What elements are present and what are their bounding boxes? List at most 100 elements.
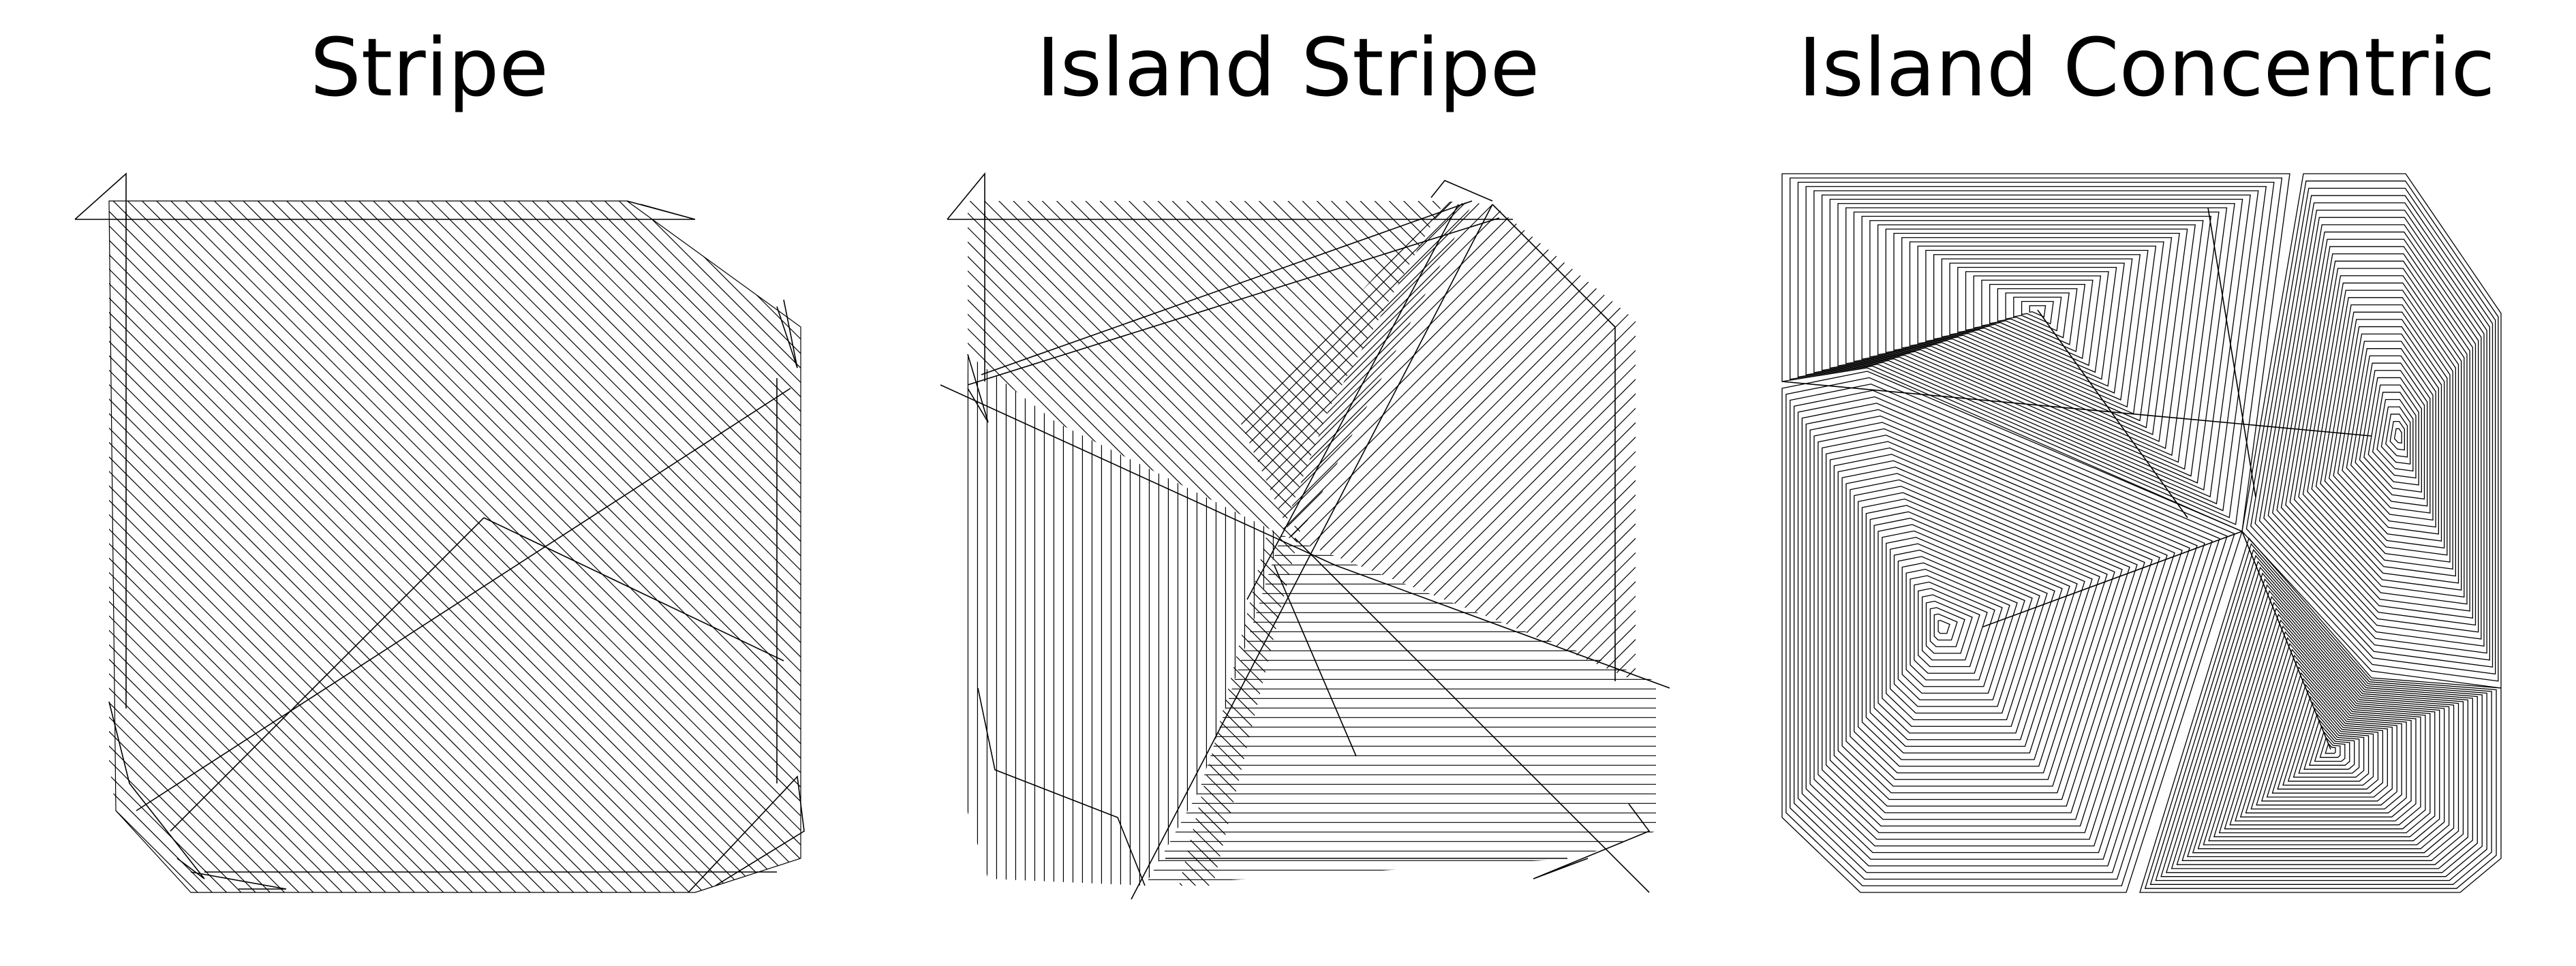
hatch-line bbox=[968, 201, 1445, 535]
hatch-line bbox=[109, 201, 801, 892]
stripe-toolpath-diagram bbox=[74, 172, 805, 893]
contour-ring bbox=[2282, 696, 2374, 786]
hatch-line bbox=[1443, 428, 1636, 681]
hatch-line bbox=[1281, 201, 1636, 681]
hatch-line bbox=[1281, 218, 1636, 681]
hatch-line bbox=[1281, 201, 1636, 681]
hatch-line bbox=[1179, 525, 1302, 886]
hatch-line bbox=[1240, 201, 1359, 377]
island-concentric-toolpath-diagram bbox=[1781, 173, 2502, 893]
hatch-line bbox=[1281, 201, 1565, 550]
contour-ring bbox=[1997, 288, 2078, 345]
contour-ring bbox=[1925, 249, 2149, 408]
hatch-line bbox=[1179, 576, 1302, 886]
hatch-line bbox=[1179, 525, 1302, 886]
hatch-line bbox=[1240, 201, 1472, 545]
hatch-line bbox=[109, 255, 747, 892]
hatch-line bbox=[1458, 442, 1636, 681]
hatch-line bbox=[1240, 201, 1472, 545]
island-left bbox=[967, 354, 1274, 886]
hatch-line bbox=[968, 201, 1445, 535]
hatch-line bbox=[1240, 201, 1447, 465]
contour-ring bbox=[2320, 304, 2451, 563]
hatch-line bbox=[968, 292, 1282, 535]
hatch-line bbox=[109, 201, 801, 892]
hatch-line bbox=[109, 201, 801, 892]
hatch-line bbox=[109, 201, 801, 892]
hatch-line bbox=[1281, 201, 1623, 608]
hatch-line bbox=[1281, 201, 1636, 681]
contour-ring bbox=[1813, 190, 2259, 505]
hatch-line bbox=[968, 201, 1405, 535]
hatch-line bbox=[109, 201, 801, 892]
hatch-line bbox=[1281, 201, 1501, 485]
hatch-line bbox=[968, 201, 1445, 535]
hatch-line bbox=[968, 201, 1445, 535]
hatch-line bbox=[968, 270, 1304, 535]
contour-ring bbox=[1921, 594, 1980, 661]
contour-ring bbox=[2235, 642, 2417, 822]
hatch-line bbox=[1281, 201, 1636, 681]
hatch-line bbox=[1281, 201, 1636, 681]
hatch-line bbox=[109, 269, 733, 892]
hatch-line bbox=[1179, 525, 1302, 886]
hatch-line bbox=[1179, 704, 1242, 886]
hatch-line bbox=[1240, 232, 1472, 545]
contour-ring bbox=[1893, 549, 2033, 707]
hatch-line bbox=[1281, 201, 1636, 681]
hatch-line bbox=[968, 201, 1445, 535]
contour-ring bbox=[2272, 224, 2482, 640]
contour-ring bbox=[2213, 619, 2436, 837]
hatch-line bbox=[968, 201, 1398, 535]
hatch-line bbox=[1281, 201, 1636, 681]
travel-move bbox=[1492, 204, 1616, 681]
hatch-line bbox=[159, 201, 801, 842]
hatch-line bbox=[109, 201, 801, 892]
hatch-line bbox=[968, 201, 1391, 535]
hatch-line bbox=[968, 201, 1412, 535]
hatch-line bbox=[1148, 201, 1445, 426]
contour-ring bbox=[1882, 530, 2055, 727]
hatch-line bbox=[1240, 201, 1472, 545]
hatch-line bbox=[968, 201, 1445, 535]
contour-ring bbox=[1861, 498, 2093, 760]
travel-move bbox=[136, 388, 791, 811]
contour-ring bbox=[2393, 428, 2402, 444]
contour-ring bbox=[1885, 228, 2188, 442]
hatch-line bbox=[1179, 525, 1302, 886]
contour-ring bbox=[2256, 666, 2397, 806]
travel-move bbox=[1430, 180, 1493, 202]
hatch-line bbox=[109, 201, 801, 892]
hatch-line bbox=[109, 201, 801, 892]
hatch-line bbox=[109, 201, 801, 892]
contour-ring bbox=[2315, 297, 2453, 570]
contour-ring bbox=[1914, 581, 1995, 674]
hatch-line bbox=[319, 201, 801, 683]
hatch-line bbox=[109, 201, 801, 892]
hatch-line bbox=[283, 201, 801, 719]
contour-ring bbox=[2350, 355, 2431, 514]
hatch-line bbox=[1179, 670, 1275, 886]
travel-move bbox=[977, 687, 1146, 886]
hatch-line bbox=[1179, 525, 1302, 886]
contour-ring bbox=[1917, 245, 2157, 415]
hatch-line bbox=[109, 201, 801, 892]
contour-ring bbox=[2293, 260, 2468, 605]
travel-move bbox=[947, 172, 985, 220]
hatch-line bbox=[109, 201, 801, 892]
hatch-line bbox=[1281, 201, 1471, 456]
hatch-line bbox=[427, 201, 801, 574]
hatch-line bbox=[1400, 384, 1636, 681]
hatch-line bbox=[109, 201, 801, 892]
hatch-line bbox=[1083, 201, 1445, 491]
travel-move bbox=[967, 354, 989, 423]
contour-ring bbox=[2324, 311, 2448, 556]
hatch-line bbox=[1179, 525, 1302, 886]
hatch-line bbox=[109, 201, 801, 892]
hatch-line bbox=[1378, 362, 1636, 681]
hatch-line bbox=[1179, 525, 1302, 877]
hatch-line bbox=[1281, 201, 1636, 681]
contour-ring bbox=[2363, 377, 2422, 493]
hatch-line bbox=[355, 201, 801, 646]
contour-ring bbox=[1929, 607, 1965, 647]
